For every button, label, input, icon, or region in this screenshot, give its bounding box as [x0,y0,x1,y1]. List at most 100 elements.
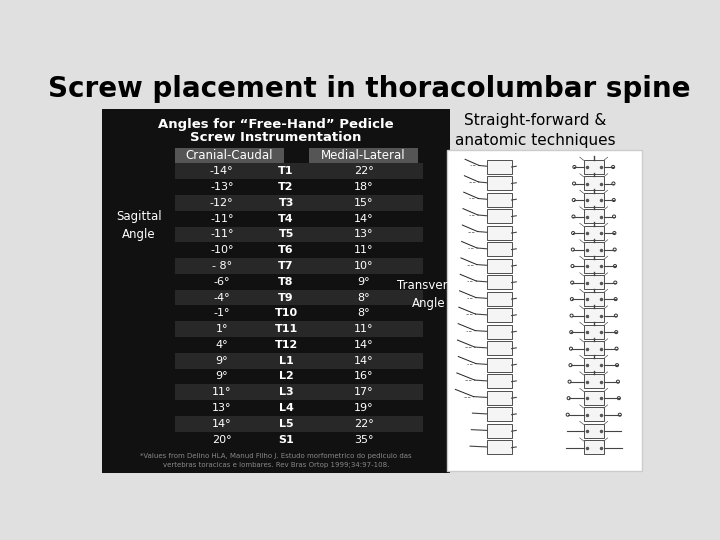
Text: 9°: 9° [215,372,228,381]
Text: T9: T9 [278,293,294,302]
Bar [175,416,423,431]
Text: 11°: 11° [212,387,232,397]
Text: -11°: -11° [210,230,233,239]
Text: -11°: -11° [210,214,233,224]
Text: Screw placement in thoracolumbar spine: Screw placement in thoracolumbar spine [48,76,690,104]
Bar [487,275,512,289]
Text: 18°: 18° [354,182,374,192]
Bar [175,148,284,164]
Text: T8: T8 [279,276,294,287]
Bar [175,274,423,289]
Text: 13°: 13° [212,403,232,413]
Bar [584,390,604,405]
Text: L3: L3 [279,387,293,397]
Text: T6: T6 [278,245,294,255]
Bar [487,209,512,223]
Bar [175,226,423,242]
Bar [175,258,423,274]
Bar [487,325,512,339]
Bar [487,440,512,455]
Bar [175,195,423,211]
Text: 20°: 20° [212,435,232,444]
Bar [446,150,642,471]
Bar [584,259,604,273]
Bar [487,259,512,273]
Bar [584,374,604,388]
Bar [584,226,604,240]
Text: L1: L1 [279,356,294,366]
Text: 11°: 11° [354,324,374,334]
Text: Screw Instrumentation: Screw Instrumentation [190,131,361,145]
Bar [584,275,604,289]
Text: L5: L5 [279,419,293,429]
Text: 8°: 8° [357,308,370,318]
Text: Transverse
Angle: Transverse Angle [397,279,461,309]
Text: 14°: 14° [354,356,374,366]
Text: -1°: -1° [214,308,230,318]
Text: T10: T10 [274,308,297,318]
Bar [175,369,423,384]
Text: S1: S1 [278,435,294,444]
Bar [584,292,604,306]
Bar [584,341,604,355]
Text: Medial-Lateral: Medial-Lateral [321,149,406,162]
Bar [584,209,604,223]
Text: L4: L4 [279,403,294,413]
Bar [584,176,604,190]
Bar [310,148,418,164]
Text: 14°: 14° [354,340,374,350]
Bar [175,289,423,306]
Text: *Values from Delino HLA, Manud Filho J. Estudo morfometrico do pediculo das: *Values from Delino HLA, Manud Filho J. … [140,453,412,459]
Bar [584,159,604,174]
Text: 16°: 16° [354,372,374,381]
Text: 15°: 15° [354,198,374,208]
Text: T1: T1 [279,166,294,176]
Text: 35°: 35° [354,435,374,444]
Text: 4°: 4° [215,340,228,350]
Bar [175,321,423,337]
Bar [584,308,604,322]
Text: L2: L2 [279,372,294,381]
Text: 17°: 17° [354,387,374,397]
Bar [584,424,604,438]
Text: -13°: -13° [210,182,233,192]
Text: 8°: 8° [357,293,370,302]
Bar [487,374,512,388]
Bar [487,407,512,421]
Bar [175,384,423,400]
Bar [487,424,512,438]
Text: -12°: -12° [210,198,233,208]
Bar [175,179,423,195]
Bar [175,353,423,369]
Text: T4: T4 [278,214,294,224]
Text: 14°: 14° [354,214,374,224]
Bar [584,407,604,421]
Text: -4°: -4° [213,293,230,302]
Bar [102,110,451,473]
Bar [584,357,604,372]
Bar [584,193,604,207]
Bar [584,242,604,256]
Text: 19°: 19° [354,403,374,413]
Bar [487,242,512,256]
Text: 14°: 14° [212,419,232,429]
Text: T11: T11 [274,324,297,334]
Text: 13°: 13° [354,230,374,239]
Text: -14°: -14° [210,166,233,176]
Text: -10°: -10° [210,245,233,255]
Text: 9°: 9° [357,276,370,287]
Bar [487,159,512,174]
Bar [175,337,423,353]
Text: Angles for “Free-Hand” Pedicle: Angles for “Free-Hand” Pedicle [158,118,394,131]
Bar [487,357,512,372]
Text: T3: T3 [279,198,294,208]
Bar [584,440,604,455]
Bar [175,211,423,226]
Text: T7: T7 [279,261,294,271]
Text: vertebras toracicas e lombares. Rev Bras Ortop 1999;34:97-108.: vertebras toracicas e lombares. Rev Bras… [163,462,390,468]
Text: 11°: 11° [354,245,374,255]
Bar [175,164,423,179]
Bar [487,226,512,240]
Bar [487,292,512,306]
Bar [487,341,512,355]
